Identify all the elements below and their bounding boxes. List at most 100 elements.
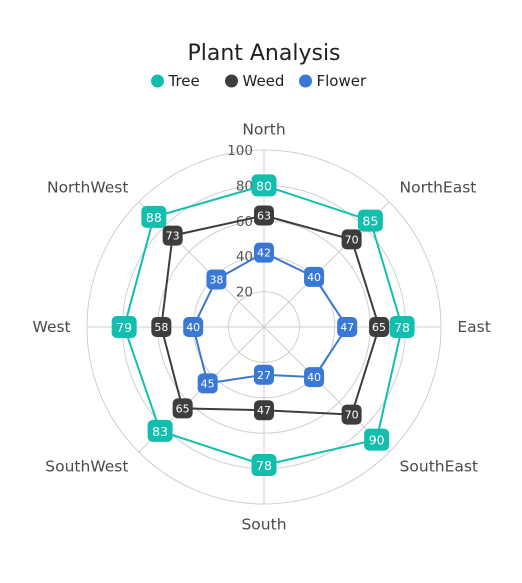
data-label-flower-south: 27 [254,364,274,385]
data-point-weed-northeast [341,229,362,250]
data-point-tree-west [111,316,137,338]
data-label-tree-west: 79 [111,316,137,338]
data-label-flower-west: 40 [183,317,204,337]
data-label-flower-north: 42 [254,242,274,263]
data-label-text: 80 [256,178,272,193]
data-point-tree-north [251,174,277,197]
data-label-weed-north: 63 [254,205,274,226]
data-point-weed-east [369,317,390,337]
data-label-text: 40 [307,271,321,284]
category-label-southeast: SouthEast [400,458,479,476]
data-point-weed-south [254,400,274,421]
category-labels: North NorthEast East SouthEast South SouthWes… [33,121,491,534]
data-point-flower-southwest [197,373,218,394]
data-label-text: 58 [154,321,168,334]
data-point-tree-southwest [147,419,173,442]
data-label-text: 27 [257,369,271,382]
data-label-flower-northeast: 40 [304,266,325,287]
data-label-text: 73 [166,230,180,243]
data-point-flower-south [254,364,274,385]
data-label-tree-northwest: 88 [141,205,167,228]
data-label-flower-northwest: 38 [206,269,227,290]
legend-item-tree[interactable]: Tree [151,72,200,90]
data-label-text: 42 [257,247,271,260]
data-label-weed-southeast: 70 [341,404,362,425]
data-point-flower-west [183,317,204,337]
data-label-flower-east: 47 [337,317,358,337]
data-point-weed-southeast [341,404,362,425]
data-label-weed-northwest: 73 [162,225,183,246]
data-label-text: 47 [340,321,354,334]
data-point-flower-east [337,317,358,337]
data-label-text: 47 [257,404,271,417]
data-label-text: 88 [146,210,162,225]
data-point-weed-northwest [162,225,183,246]
category-label-south: South [241,515,286,533]
data-point-weed-west [151,317,172,337]
series-tree: 80 85 78 90 78 83 79 88 [111,174,415,477]
series-flower: 42 40 47 40 27 45 40 38 [183,242,358,394]
tick-label-100: 100 [227,143,253,159]
data-point-tree-northwest [141,205,167,228]
legend-marker-weed [225,74,238,88]
legend-marker-flower [299,74,312,88]
data-label-flower-southwest: 45 [197,373,218,394]
legend-item-weed[interactable]: Weed [225,72,284,90]
data-label-weed-northeast: 70 [341,229,362,250]
data-label-text: 65 [176,402,190,415]
data-label-text: 65 [372,321,386,334]
data-label-tree-northeast: 85 [357,209,383,232]
legend-label-weed: Weed [243,72,285,90]
data-label-tree-southwest: 83 [147,419,173,442]
legend-marker-tree [151,74,164,88]
data-point-tree-northeast [357,209,383,232]
series-weed: 63 70 65 70 47 65 58 73 [151,205,390,425]
data-point-tree-east [389,316,415,338]
category-label-northwest: NorthWest [47,178,128,196]
data-label-weed-west: 58 [151,317,172,337]
data-point-flower-north [254,242,274,263]
category-label-west: West [33,318,71,336]
tick-label-20: 20 [236,285,253,301]
data-label-tree-southeast: 90 [364,428,390,451]
category-label-east: East [457,318,490,336]
data-label-weed-south: 47 [254,400,274,421]
data-point-flower-northeast [304,266,325,287]
data-label-text: 45 [201,377,215,390]
tick-label-60: 60 [236,214,253,230]
data-label-text: 40 [307,371,321,384]
legend-item-flower[interactable]: Flower [299,72,367,90]
chart-title: Plant Analysis [187,41,340,66]
data-label-flower-southeast: 40 [304,367,325,388]
data-point-flower-northwest [206,269,227,290]
data-label-text: 78 [394,320,410,335]
data-label-tree-east: 78 [389,316,415,338]
data-label-tree-south: 78 [251,454,277,477]
category-label-northeast: NorthEast [400,178,477,196]
series-layer: 80 85 78 90 78 83 79 88 63 70 65 70 47 65 58 73 42 40 47 40… [111,174,415,477]
data-label-text: 90 [369,433,385,448]
legend-label-flower: Flower [317,72,367,90]
category-label-north: North [242,121,285,139]
data-label-text: 83 [152,424,168,439]
data-point-flower-southeast [304,367,325,388]
data-label-weed-east: 65 [369,317,390,337]
data-point-weed-north [254,205,274,226]
data-point-tree-southeast [364,428,390,451]
legend: Tree Weed Flower [151,72,367,90]
data-label-tree-north: 80 [251,174,277,197]
data-label-text: 38 [209,273,223,286]
data-label-text: 70 [345,233,359,246]
data-label-text: 79 [116,320,132,335]
category-label-southwest: SouthWest [45,458,128,476]
data-label-text: 70 [345,409,359,422]
data-label-weed-southwest: 65 [172,398,193,419]
data-label-text: 40 [186,321,200,334]
data-label-text: 78 [256,458,272,473]
data-label-text: 85 [362,214,378,229]
data-point-weed-southwest [172,398,193,419]
data-label-text: 63 [257,209,271,222]
legend-label-tree: Tree [168,72,200,90]
data-point-tree-south [251,454,277,477]
